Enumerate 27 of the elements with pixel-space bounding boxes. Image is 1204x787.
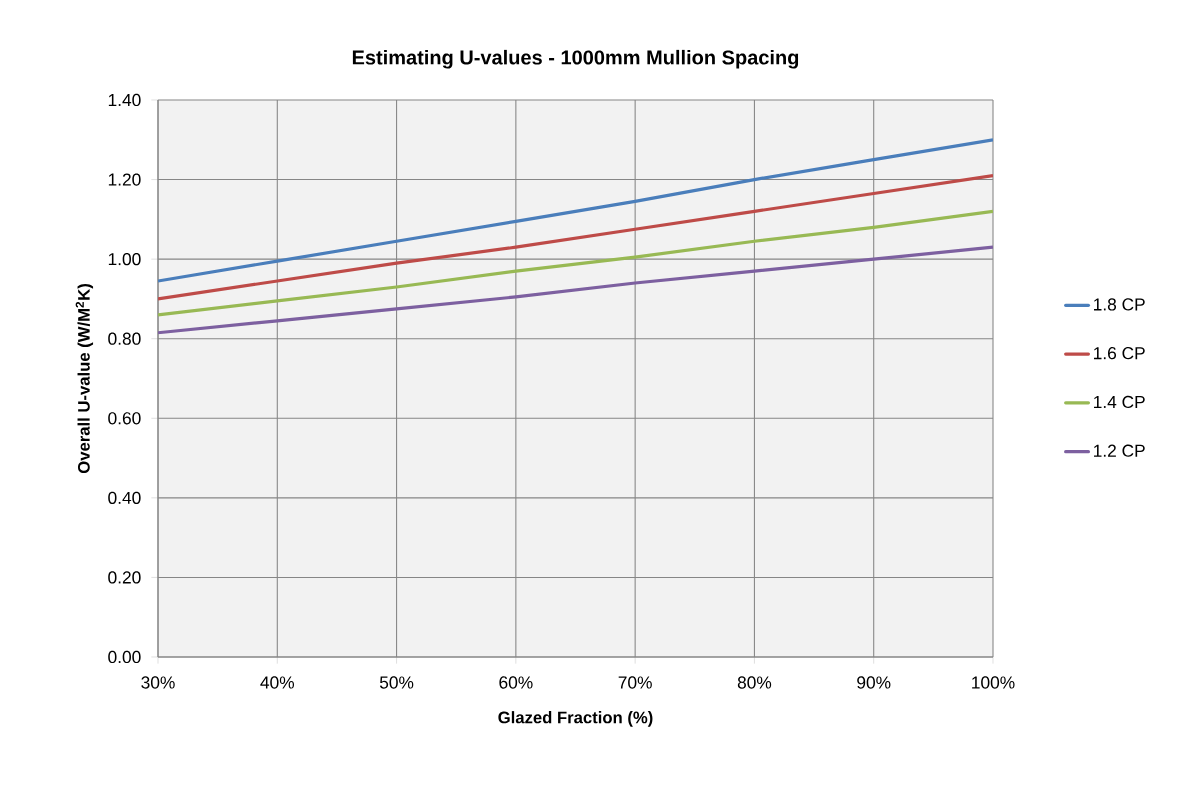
x-tick-label: 40% — [260, 676, 295, 689]
y-tick-label: 0.60 — [108, 412, 141, 425]
line-series — [158, 138, 993, 283]
x-axis-title: Glazed Fraction (%) — [498, 711, 653, 727]
x-tick-label: 80% — [737, 676, 772, 689]
y-tick-label: 1.20 — [108, 173, 141, 186]
y-tick-label: 0.20 — [108, 571, 141, 584]
y-tick-label: 0.80 — [108, 332, 141, 345]
x-tick-label: 30% — [141, 676, 175, 689]
y-tick-label: 0.40 — [108, 491, 141, 504]
x-tick-label: 50% — [379, 676, 414, 689]
legend-label: 1.2 CP — [1094, 444, 1145, 457]
line-series — [158, 173, 993, 301]
legend-label: 1.6 CP — [1094, 347, 1145, 360]
chart-title: Estimating U-values - 1000mm Mullion Spacing — [352, 49, 799, 69]
y-tick-label: 0.00 — [108, 650, 141, 664]
x-tick-label: 90% — [857, 676, 891, 689]
x-tick-label: 100% — [972, 676, 1015, 689]
x-tick-label: 70% — [618, 676, 652, 689]
y-axis-title: Overall U-value (W/M$^{2}$K) — [75, 284, 94, 474]
legend-label: 1.4 CP — [1094, 395, 1145, 409]
line-series — [158, 245, 993, 335]
legend-label: 1.8 CP — [1094, 298, 1145, 311]
y-tick-label: 1.40 — [108, 93, 141, 107]
x-tick-label: 60% — [499, 676, 533, 689]
line-series — [158, 209, 993, 317]
y-tick-label: 1.00 — [108, 252, 141, 266]
